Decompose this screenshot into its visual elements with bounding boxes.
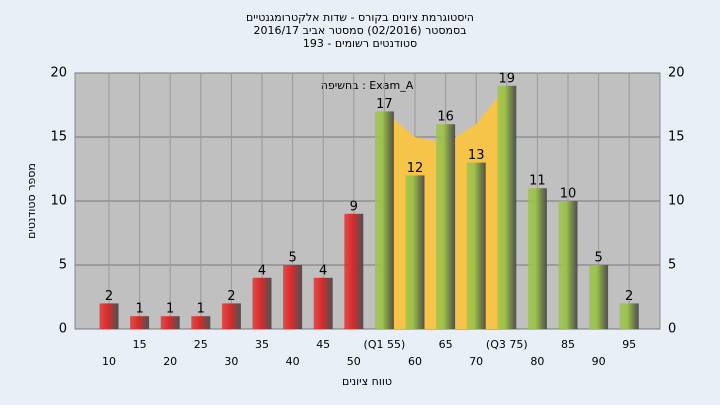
x-tick-label: 15 [133, 338, 147, 351]
data-label: 10 [560, 187, 577, 202]
x-tick-label: (Q3 75) [486, 338, 528, 351]
x-tick-label: 60 [408, 355, 422, 368]
data-label: 4 [319, 263, 327, 278]
y2-tick-label: 5 [668, 258, 676, 273]
y-tick-label: 20 [50, 66, 67, 81]
y-tick-label: 5 [59, 258, 67, 273]
data-label: 1 [197, 302, 205, 317]
bar [466, 162, 486, 329]
data-label: 16 [437, 110, 454, 125]
bar [497, 85, 517, 329]
bar [589, 265, 609, 329]
data-label: 11 [529, 174, 546, 189]
data-label: 5 [594, 251, 602, 266]
data-label: 5 [288, 251, 296, 266]
bar [252, 277, 272, 329]
x-tick-label: 40 [286, 355, 300, 368]
x-tick-label: 85 [561, 338, 575, 351]
bar [619, 303, 639, 329]
y-tick-label: 0 [59, 322, 67, 337]
bar [344, 213, 364, 329]
data-label: 1 [135, 302, 143, 317]
x-tick-label: 65 [439, 338, 453, 351]
x-tick-label: 25 [194, 338, 208, 351]
chart-subtitle: בסמסטר (02/2016) סמסטר אביב 2016/17 [253, 24, 466, 37]
bar [374, 111, 394, 330]
y-tick-label: 15 [50, 130, 67, 145]
x-tick-label: 80 [530, 355, 544, 368]
x-tick-label: 50 [347, 355, 361, 368]
chart-title: היסטוגרמת ציונים בקורס - שדות אלקטרומגנט… [246, 11, 474, 24]
chart-subtitle: סטודנטים רשומים - 193 [303, 37, 417, 50]
y2-tick-label: 10 [668, 194, 685, 209]
x-tick-label: 95 [622, 338, 636, 351]
bar [221, 303, 241, 329]
data-label: 12 [407, 161, 424, 176]
y-axis-label: מספר סטודנטים [25, 163, 38, 239]
bar [99, 303, 119, 329]
data-label: 17 [376, 97, 393, 112]
bar [436, 124, 456, 329]
y2-tick-label: 0 [668, 322, 676, 337]
data-label: 2 [227, 289, 235, 304]
bar [405, 175, 425, 329]
y-tick-label: 10 [50, 194, 67, 209]
bar [527, 188, 547, 329]
y2-tick-label: 15 [668, 130, 685, 145]
data-label: 2 [105, 289, 113, 304]
data-label: 19 [499, 71, 516, 86]
data-label: 4 [258, 263, 266, 278]
x-tick-label: 70 [469, 355, 483, 368]
data-label: 13 [468, 148, 485, 163]
bar [191, 316, 211, 329]
x-axis-label: טווח ציונים [342, 375, 392, 388]
data-label: 9 [350, 199, 358, 214]
x-tick-label: 20 [163, 355, 177, 368]
data-label: 2 [625, 289, 633, 304]
bar [558, 201, 578, 329]
x-tick-label: (Q1 55) [364, 338, 406, 351]
bar [160, 316, 180, 329]
x-tick-label: 90 [592, 355, 606, 368]
x-tick-label: 35 [255, 338, 269, 351]
x-tick-label: 30 [224, 355, 238, 368]
x-tick-label: 10 [102, 355, 116, 368]
bar [313, 277, 333, 329]
bar [283, 265, 303, 329]
bar [130, 316, 150, 329]
data-label: 1 [166, 302, 174, 317]
x-tick-label: 45 [316, 338, 330, 351]
annotation: בחשיפה : Exam_A [321, 79, 414, 92]
y2-tick-label: 20 [668, 66, 685, 81]
